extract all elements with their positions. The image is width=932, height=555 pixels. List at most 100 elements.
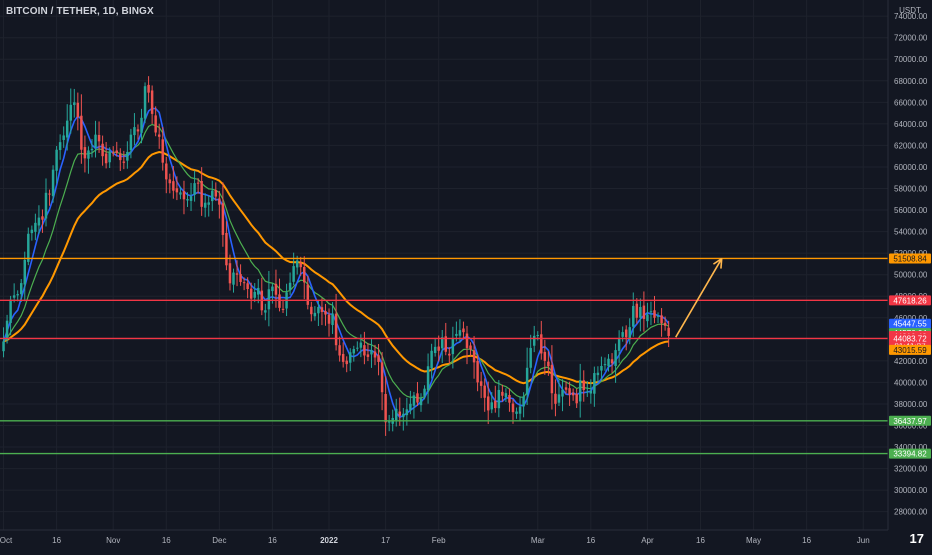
candle-body xyxy=(341,353,345,362)
candle-body xyxy=(458,330,462,336)
candle-body xyxy=(578,380,582,402)
x-tick-label: Dec xyxy=(212,536,226,545)
candle-body xyxy=(331,313,334,326)
candle-body xyxy=(334,313,338,346)
candle-body xyxy=(607,358,610,367)
projection-arrow[interactable] xyxy=(675,257,723,338)
price-label-text: 33394.82 xyxy=(893,450,927,459)
candle-body xyxy=(34,222,37,232)
price-label-badge xyxy=(889,448,931,459)
candle-body xyxy=(603,364,607,366)
candle-body xyxy=(147,84,150,93)
candle-body xyxy=(395,408,398,421)
candle-body xyxy=(540,334,543,354)
x-tick-label: Feb xyxy=(432,536,446,545)
candle-body xyxy=(352,349,356,354)
candle-body xyxy=(207,202,210,205)
candle-body xyxy=(402,413,405,418)
candle-body xyxy=(83,147,87,159)
candle-body xyxy=(320,307,324,312)
candle-body xyxy=(380,362,384,393)
candle-body xyxy=(62,135,65,140)
y-tick-label: 60000.00 xyxy=(894,163,928,172)
candle-body xyxy=(165,163,168,180)
candle-body xyxy=(232,272,235,285)
candle-body xyxy=(51,169,55,197)
candle-body xyxy=(271,286,274,292)
price-axis[interactable]: USDT 28000.00 30000.00 32000.00 34000.00 3600… xyxy=(887,0,932,550)
candle-body xyxy=(426,366,430,391)
candle-body xyxy=(281,308,285,310)
candle-body xyxy=(363,345,366,356)
candle-body xyxy=(547,361,550,367)
candle-body xyxy=(628,327,631,340)
currency-label: USDT xyxy=(899,6,921,15)
horizontal-levels[interactable] xyxy=(0,257,888,455)
candle-body xyxy=(115,150,118,154)
candle-body xyxy=(423,388,426,396)
candle-body xyxy=(218,198,221,205)
candle-body xyxy=(617,338,621,351)
tradingview-logo-icon[interactable]: 17 xyxy=(909,531,924,546)
candle-body xyxy=(267,289,271,310)
candle-body xyxy=(97,134,101,142)
candle-body xyxy=(253,291,256,298)
ma-slow-line xyxy=(3,150,669,385)
candle-body xyxy=(19,283,23,295)
y-tick-label: 58000.00 xyxy=(894,185,928,194)
candle-body xyxy=(490,402,493,410)
price-label-badge xyxy=(889,295,931,306)
candle-body xyxy=(2,341,5,352)
x-tick-label: Nov xyxy=(106,536,120,545)
candle-body xyxy=(104,153,108,164)
candle-body xyxy=(175,188,179,193)
price-label-badge xyxy=(889,253,931,264)
candle-body xyxy=(73,102,76,106)
candle-body xyxy=(168,179,172,184)
candle-body xyxy=(511,403,515,413)
candle-body xyxy=(16,294,19,296)
candle-body xyxy=(225,232,228,266)
candle-body xyxy=(656,315,660,317)
candle-body xyxy=(136,129,140,132)
candle-body xyxy=(200,180,203,207)
candle-body xyxy=(306,284,310,305)
candle-body xyxy=(433,346,437,353)
price-label-text: 47618.26 xyxy=(893,296,927,305)
time-axis[interactable]: Oct 16 Nov 16 Dec 16 2022 17 Feb Mar 16 Apr 16 May 16 J… xyxy=(0,529,888,545)
candle-body xyxy=(416,393,419,403)
candle-body xyxy=(377,355,380,362)
candle-body xyxy=(55,149,58,171)
candle-body xyxy=(9,299,12,323)
candle-body xyxy=(58,142,62,151)
candle-body xyxy=(412,395,416,406)
candle-body xyxy=(48,193,51,195)
x-tick-label: 17 xyxy=(381,536,390,545)
x-tick-label: Oct xyxy=(0,536,13,545)
y-tick-label: 38000.00 xyxy=(894,400,928,409)
candle-body xyxy=(359,342,363,348)
candle-body xyxy=(161,139,164,163)
candle-body xyxy=(405,409,409,416)
price-label-text: 51508.84 xyxy=(893,254,927,263)
price-label-text: 36437.97 xyxy=(893,417,927,426)
candle-body xyxy=(235,273,239,275)
candle-body xyxy=(327,314,331,324)
candle-body xyxy=(632,305,635,327)
candle-body xyxy=(140,117,143,133)
candle-body xyxy=(317,307,320,314)
candle-body xyxy=(646,314,649,322)
candle-body xyxy=(561,389,564,397)
candle-body xyxy=(508,394,511,403)
candle-body xyxy=(76,102,80,118)
candle-body xyxy=(575,393,578,404)
candle-body xyxy=(119,153,122,161)
y-tick-label: 32000.00 xyxy=(894,465,928,474)
candle-body xyxy=(387,421,391,423)
price-label-badge xyxy=(889,333,931,344)
y-tick-label: 42000.00 xyxy=(894,357,928,366)
arrow-shaft xyxy=(675,258,723,338)
candle-body xyxy=(214,190,218,197)
